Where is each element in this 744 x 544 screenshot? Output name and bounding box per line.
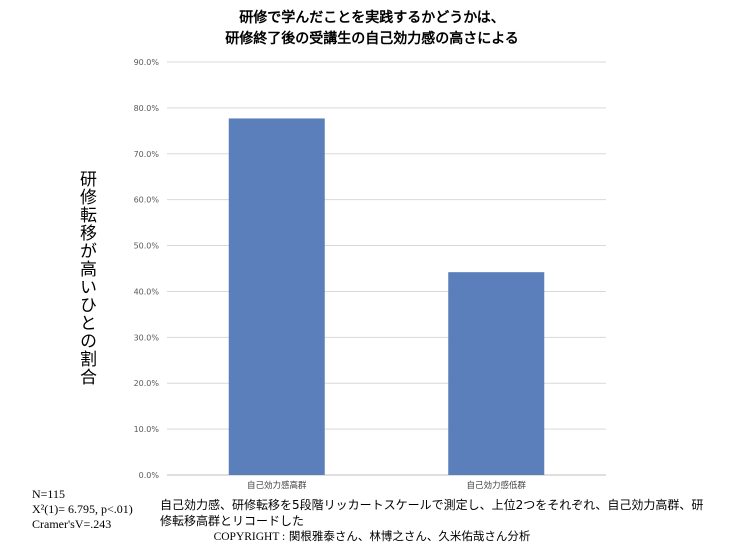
y-tick-label: 80.0%	[134, 104, 160, 113]
copyright-label: COPYRIGHT :	[213, 531, 286, 543]
copyright-credit: 関根雅泰さん、林博之さん、久米佑哉さん分析	[285, 529, 531, 543]
y-axis-ticks: 0.0% 10.0% 20.0% 30.0% 40.0% 50.0% 60.0% 70.0% 8…	[134, 58, 160, 480]
copyright: COPYRIGHT : 関根雅泰さん、林博之さん、久米佑哉さん分析	[0, 529, 744, 544]
statistics-block: N=115 X²(1)= 6.795, p<.01) Cramer'sV=.24…	[32, 487, 133, 532]
y-tick-label: 70.0%	[134, 150, 160, 159]
chi-square: X²(1)= 6.795, p<.01)	[32, 502, 133, 516]
y-tick-label: 30.0%	[134, 333, 160, 342]
y-axis-label: 研修転移が高いひとの割合	[76, 170, 96, 386]
y-tick-label: 60.0%	[134, 196, 160, 205]
x-axis-ticks: 自己効力感高群 自己効力感低群	[247, 480, 527, 491]
method-note: 自己効力感、研修転移を5段階リッカートスケールで測定し、上位2つをそれぞれ、自己…	[160, 498, 704, 528]
y-tick-label: 0.0%	[139, 471, 160, 480]
bar	[448, 272, 545, 475]
y-tick-label: 90.0%	[134, 58, 160, 67]
x-tick-label: 自己効力感低群	[466, 480, 526, 491]
chart-title: 研修で学んだことを実践するかどうかは、 研修終了後の受講生の自己効力感の高さによ…	[0, 8, 744, 50]
y-tick-label: 50.0%	[134, 242, 160, 251]
cramers-v: Cramer'sV=.243	[32, 517, 112, 531]
y-tick-label: 10.0%	[134, 425, 160, 434]
chart-title-line-1: 研修で学んだことを実践するかどうかは、	[239, 10, 505, 26]
y-tick-label: 40.0%	[134, 287, 160, 296]
chart-title-line-2: 研修終了後の受講生の自己効力感の高さによる	[225, 31, 519, 47]
sample-size: N=115	[32, 487, 65, 501]
bar	[228, 118, 325, 476]
bars	[228, 118, 545, 476]
y-tick-label: 20.0%	[134, 379, 160, 388]
x-tick-label: 自己効力感高群	[247, 480, 307, 491]
